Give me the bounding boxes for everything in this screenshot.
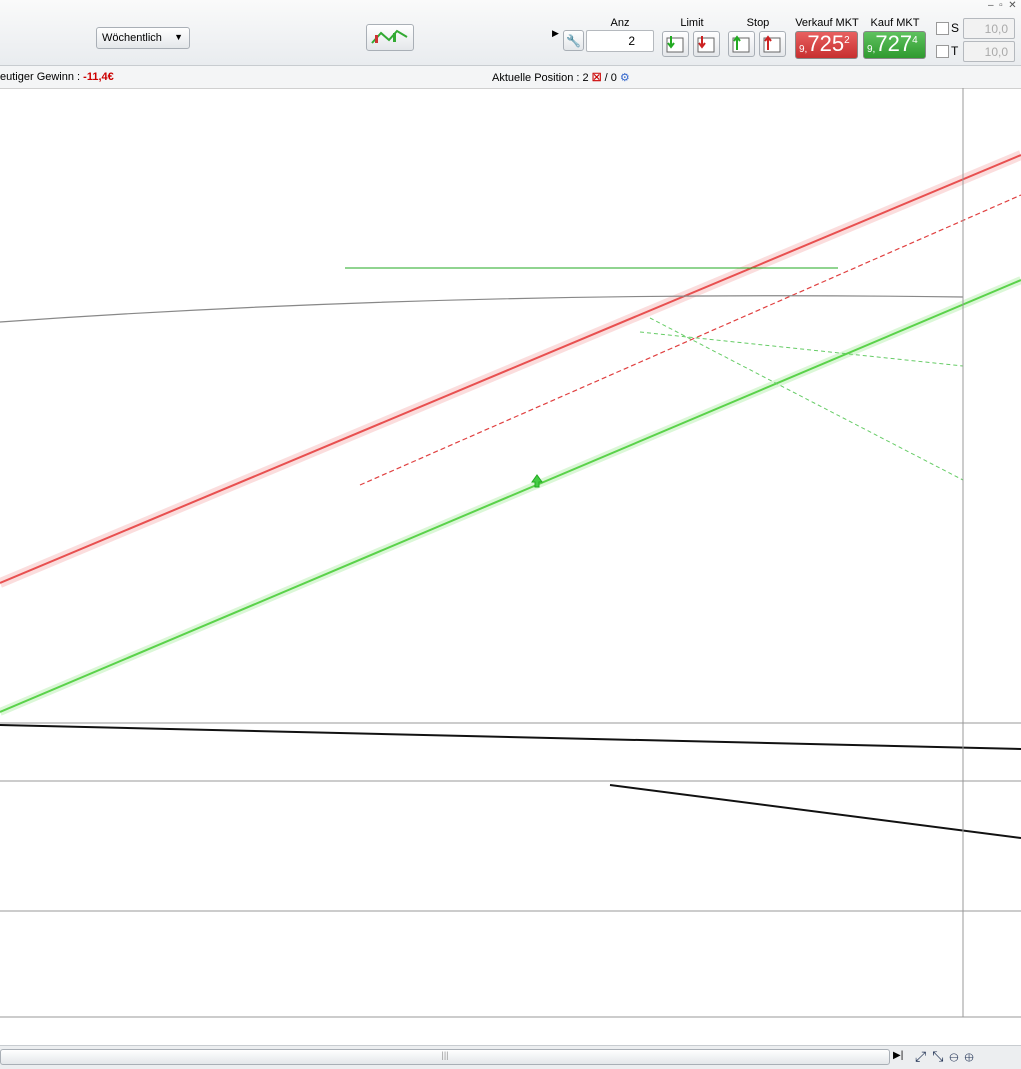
profit-value: -11,4€ [83, 71, 114, 83]
buy-price-prefix: 9, [867, 44, 876, 55]
window-controls[interactable]: – ▫ ✕ [988, 0, 1017, 11]
profit: eutiger Gewinn : -11,4€ [0, 71, 114, 83]
status-bar: eutiger Gewinn : -11,4€ Aktuelle Positio… [0, 66, 1021, 89]
sell-price-suffix: 2 [844, 35, 850, 46]
period-dropdown[interactable]: Wöchentlich ▼ [96, 27, 190, 49]
chart [0, 88, 1021, 1018]
sell-button[interactable]: 9, 725 2 [795, 31, 858, 59]
s-checkbox[interactable] [936, 22, 949, 35]
buy-price-main: 727 [875, 31, 913, 56]
sell-price-prefix: 9, [799, 44, 808, 55]
s-label: S [951, 21, 960, 35]
stop-sell-button[interactable] [759, 31, 786, 57]
buy-label: Kauf MKT [870, 17, 920, 29]
toolbar: Wöchentlich ▼ ▶ 🔧 Anz 2 Limit Stop Verkau… [0, 0, 1021, 66]
profit-label: eutiger Gewinn : [0, 71, 84, 83]
t-input[interactable]: 10,0 [963, 41, 1015, 62]
trendlines [0, 150, 1021, 839]
s-input[interactable]: 10,0 [963, 18, 1015, 39]
position-suffix: / 0 [604, 72, 617, 84]
scrollbar: ||| ▶| ⤢⤡⊖⊕ [0, 1045, 1021, 1069]
position-label: Aktuelle Position : 2 [492, 72, 589, 84]
sell-label: Verkauf MKT [795, 17, 859, 29]
limit-buy-button[interactable] [662, 31, 689, 57]
expand-arrow[interactable]: ▶ [552, 28, 559, 38]
stop-label: Stop [746, 17, 770, 29]
sell-price-main: 725 [807, 31, 845, 56]
chart-type-button[interactable] [366, 24, 414, 51]
scroll-buttons[interactable]: ▶| [893, 1050, 904, 1061]
zoom-buttons[interactable]: ⤢⤡⊖⊕ [915, 1048, 980, 1064]
anz-label: Anz [610, 17, 630, 29]
chart-type-icon [371, 29, 408, 44]
t-label: T [951, 44, 959, 58]
settings-button[interactable]: 🔧 [563, 30, 584, 51]
buy-button[interactable]: 9, 727 4 [863, 31, 926, 59]
stop-buy-button[interactable] [728, 31, 755, 57]
anz-input[interactable]: 2 [586, 30, 654, 52]
limit-sell-button[interactable] [693, 31, 720, 57]
position: Aktuelle Position : 2 ☒ / 0 ⚙ [492, 72, 630, 84]
scroll-thumb[interactable]: ||| [0, 1049, 890, 1065]
period-text: Wöchentlich [102, 32, 162, 44]
panel-borders [0, 88, 1021, 1018]
t-checkbox[interactable] [936, 45, 949, 58]
buy-price-suffix: 4 [912, 35, 918, 46]
limit-label: Limit [680, 17, 704, 29]
